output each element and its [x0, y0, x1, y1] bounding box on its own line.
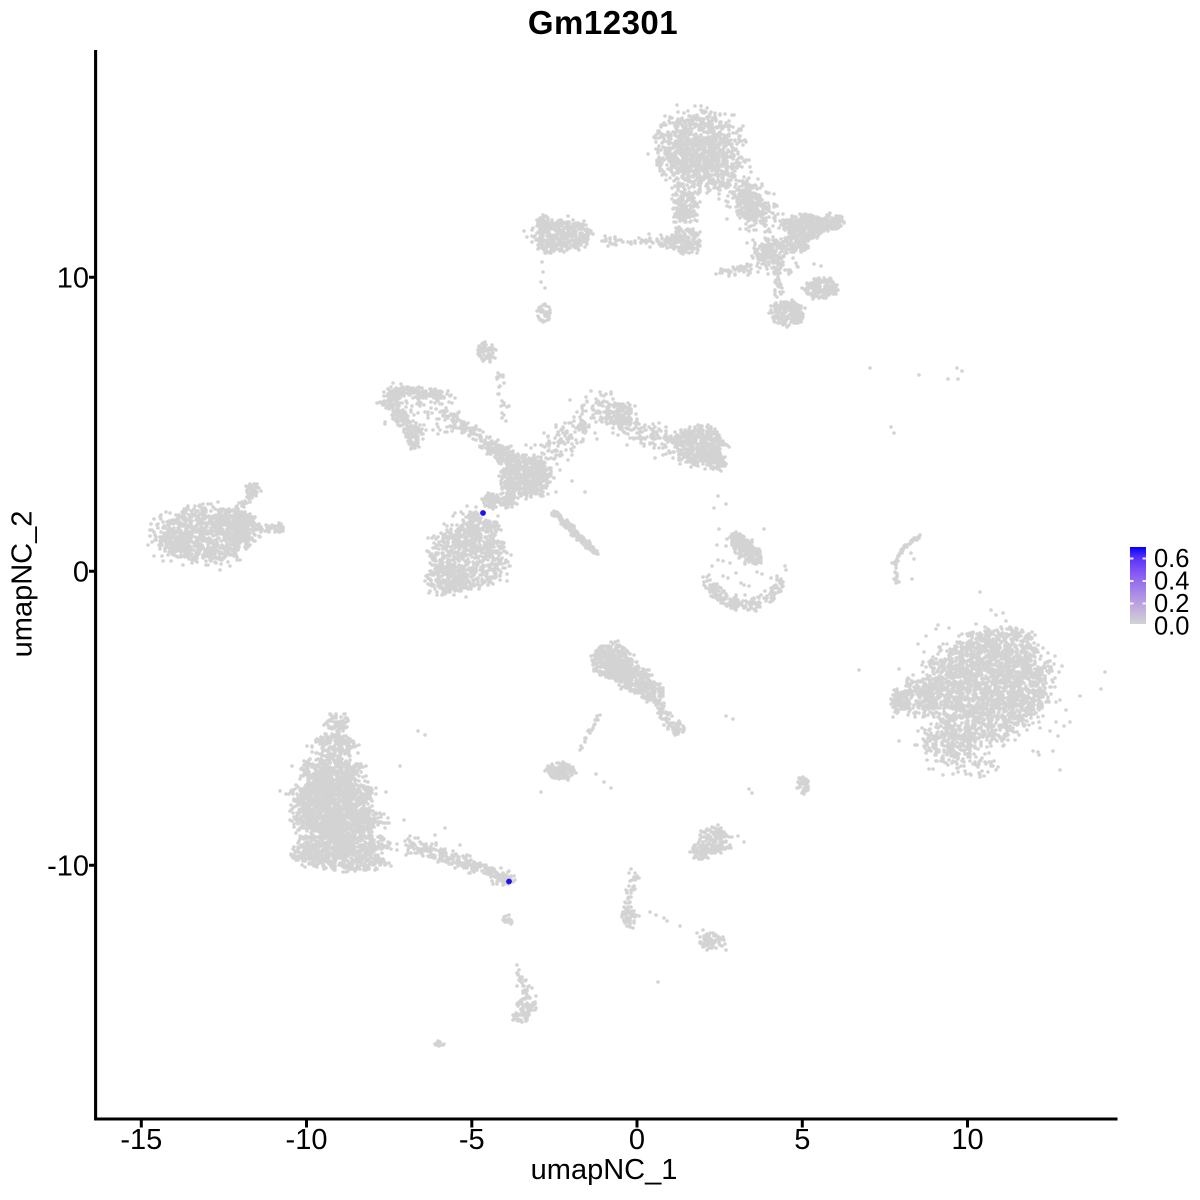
svg-text:0: 0 — [629, 1124, 645, 1156]
svg-text:-10: -10 — [47, 851, 89, 883]
svg-text:-5: -5 — [459, 1124, 485, 1156]
svg-text:0.0: 0.0 — [1154, 613, 1189, 641]
svg-text:umapNC_2: umapNC_2 — [7, 511, 39, 658]
svg-text:-10: -10 — [286, 1124, 328, 1156]
svg-text:0: 0 — [73, 557, 89, 589]
svg-text:Gm12301: Gm12301 — [528, 4, 678, 41]
svg-text:10: 10 — [57, 263, 89, 295]
svg-text:0.2: 0.2 — [1154, 590, 1189, 618]
svg-text:0.4: 0.4 — [1154, 568, 1189, 596]
svg-text:-15: -15 — [120, 1124, 162, 1156]
svg-text:5: 5 — [794, 1124, 810, 1156]
svg-text:10: 10 — [951, 1124, 983, 1156]
svg-text:umapNC_1: umapNC_1 — [531, 1154, 678, 1186]
svg-text:0.6: 0.6 — [1154, 545, 1189, 573]
